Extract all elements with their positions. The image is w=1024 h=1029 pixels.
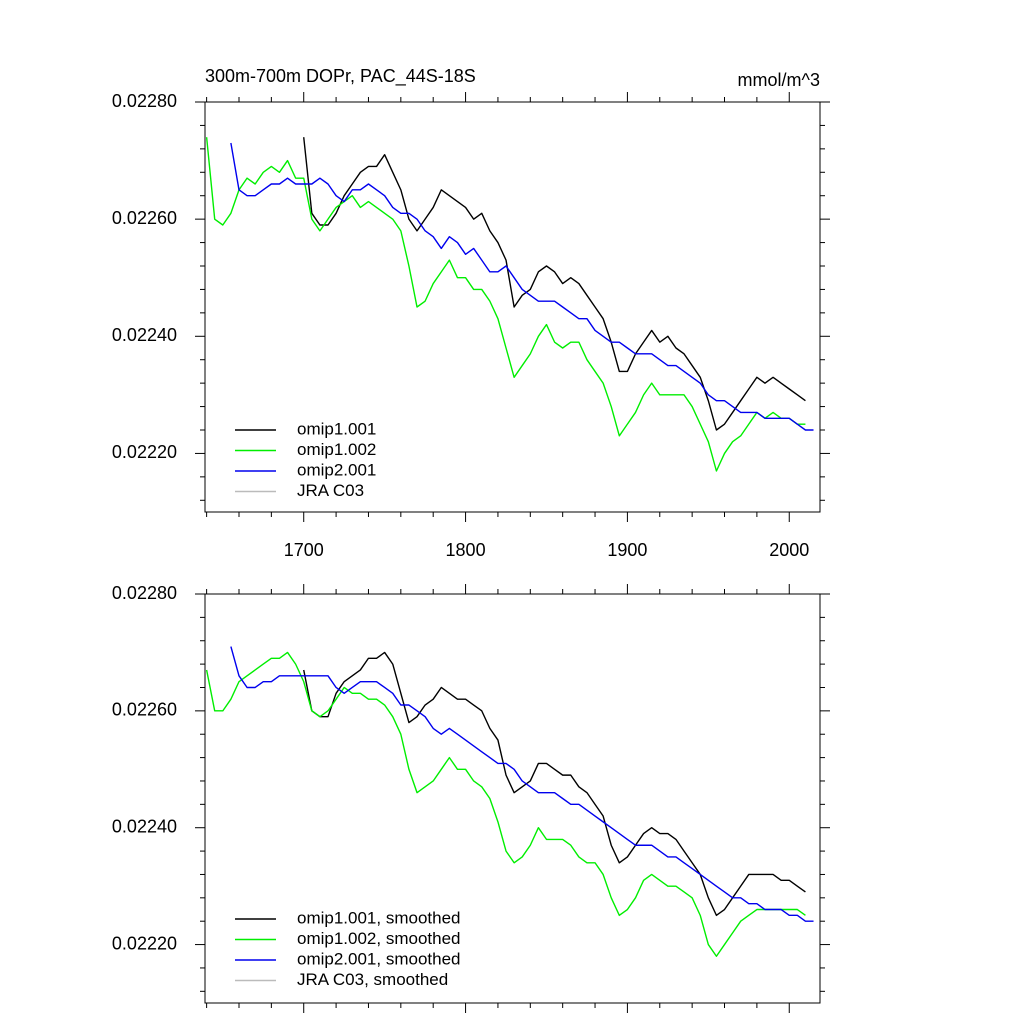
- legend-label: omip1.001: [297, 419, 376, 438]
- y-tick-label: 0.02220: [112, 442, 177, 462]
- series-line: [303, 651, 806, 917]
- series-line: [230, 646, 814, 922]
- legend-label: JRA C03, smoothed: [297, 970, 448, 989]
- y-tick-label: 0.02260: [112, 700, 177, 720]
- legend-label: omip2.001: [297, 460, 376, 479]
- legend-label: omip1.001, smoothed: [297, 908, 461, 927]
- units-label: mmol/m^3: [738, 70, 820, 90]
- x-tick-label: 1700: [284, 540, 324, 560]
- y-tick-label: 0.02220: [112, 933, 177, 953]
- series-line: [230, 142, 814, 431]
- legend-label: JRA C03: [297, 481, 364, 500]
- legend-label: omip1.002, smoothed: [297, 929, 461, 948]
- x-tick-label: 1800: [446, 540, 486, 560]
- legend-label: omip2.001, smoothed: [297, 949, 461, 968]
- chart-title: 300m-700m DOPr, PAC_44S-18S: [205, 66, 476, 87]
- legend-label: omip1.002: [297, 440, 376, 459]
- series-line: [205, 651, 806, 957]
- plot-frame: [204, 101, 821, 513]
- plot-frame: [204, 593, 821, 1004]
- x-tick-label: 1900: [607, 540, 647, 560]
- series-line: [205, 137, 806, 472]
- series-line: [303, 137, 806, 431]
- y-tick-label: 0.02260: [112, 208, 177, 228]
- y-tick-label: 0.02280: [112, 91, 177, 111]
- y-tick-label: 0.02280: [112, 583, 177, 603]
- x-tick-label: 2000: [769, 540, 809, 560]
- y-tick-label: 0.02240: [112, 816, 177, 836]
- y-tick-label: 0.02240: [112, 325, 177, 345]
